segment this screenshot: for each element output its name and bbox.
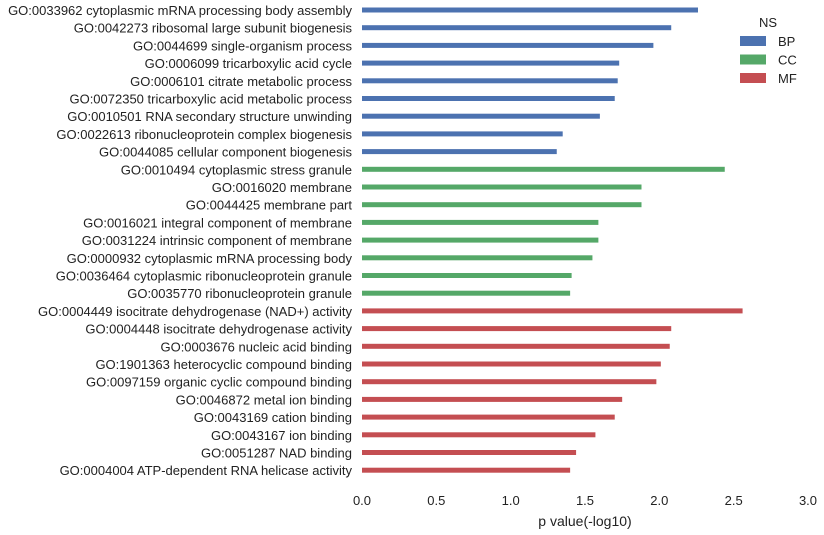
category-label: GO:0031224 intrinsic component of membra… (82, 233, 352, 248)
bar-mf (362, 326, 672, 332)
bar-mf (362, 414, 615, 420)
legend-swatch-mf (740, 73, 766, 83)
x-tick-label: 2.5 (725, 493, 743, 508)
bar-mf (362, 467, 571, 473)
bar-cc (362, 255, 593, 261)
bar-bp (362, 7, 698, 13)
bar-cc (362, 237, 599, 243)
category-label: GO:0006099 tricarboxylic acid cycle (145, 56, 352, 71)
category-label: GO:0043167 ion binding (211, 428, 352, 443)
bar-cc (362, 290, 571, 296)
category-label: GO:0072350 tricarboxylic acid metabolic … (69, 92, 352, 107)
x-tick-label: 0.5 (427, 493, 445, 508)
category-label: GO:0097159 organic cyclic compound bindi… (86, 375, 352, 390)
x-axis-title: p value(-log10) (538, 513, 631, 529)
legend-label-mf: MF (778, 71, 797, 86)
category-label: GO:0004004 ATP-dependent RNA helicase ac… (60, 463, 353, 478)
bar-cc (362, 184, 642, 190)
category-label: GO:1901363 heterocyclic compound binding (95, 357, 352, 372)
category-label: GO:0033962 cytoplasmic mRNA processing b… (8, 3, 352, 18)
bar-mf (362, 308, 743, 314)
bar-cc (362, 273, 572, 278)
bar-bp (362, 131, 563, 137)
category-label: GO:0022613 ribonucleoprotein complex bio… (56, 127, 352, 142)
bar-mf (362, 396, 623, 402)
x-tick-label: 1.0 (502, 493, 520, 508)
category-label: GO:0051287 NAD binding (201, 446, 352, 461)
category-label: GO:0044699 single-organism process (133, 38, 352, 53)
category-label: GO:0046872 metal ion binding (176, 392, 352, 407)
category-label: GO:0003676 nucleic acid binding (160, 339, 352, 354)
legend-label-cc: CC (778, 53, 797, 68)
category-label: GO:0010494 cytoplasmic stress granule (121, 162, 352, 177)
category-label: GO:0035770 ribonucleoprotein granule (127, 286, 352, 301)
category-label: GO:0000932 cytoplasmic mRNA processing b… (67, 251, 353, 266)
x-tick-label: 3.0 (799, 493, 817, 508)
bar-bp (362, 149, 557, 155)
bar-bp (362, 78, 618, 84)
category-label: GO:0016021 integral component of membran… (83, 215, 352, 230)
category-label: GO:0004449 isocitrate dehydrogenase (NAD… (38, 304, 352, 319)
bars-layer (362, 7, 743, 473)
category-label: GO:0010501 RNA secondary structure unwin… (67, 109, 352, 124)
legend: NS BP CC MF (740, 15, 797, 86)
category-label: GO:0004448 isocitrate dehydrogenase acti… (85, 322, 352, 337)
category-label: GO:0042273 ribosomal large subunit bioge… (74, 21, 353, 36)
bar-bp (362, 42, 654, 48)
legend-title: NS (759, 15, 777, 30)
category-label: GO:0044085 cellular component biogenesis (99, 145, 352, 160)
bar-cc (362, 219, 599, 225)
bar-cc (362, 202, 642, 208)
bar-mf (362, 343, 670, 349)
bar-cc (362, 166, 725, 172)
x-tick-labels-layer: 0.0 0.5 1.0 1.5 2.0 2.5 3.0 (353, 493, 817, 508)
x-tick-label: 2.0 (650, 493, 668, 508)
category-label: GO:0044425 membrane part (186, 198, 353, 213)
x-tick-label: 1.5 (576, 493, 594, 508)
x-tick-label: 0.0 (353, 493, 371, 508)
category-label: GO:0006101 citrate metabolic process (130, 74, 352, 89)
legend-swatch-bp (740, 36, 766, 46)
legend-swatch-cc (740, 54, 766, 65)
category-labels-layer: GO:0033962 cytoplasmic mRNA processing b… (8, 3, 352, 478)
legend-label-bp: BP (778, 34, 795, 49)
bar-mf (362, 450, 577, 455)
bar-mf (362, 432, 596, 438)
bar-mf (362, 379, 657, 385)
bar-mf (362, 361, 661, 367)
category-label: GO:0043169 cation binding (194, 410, 352, 425)
bar-bp (362, 60, 620, 66)
bar-bp (362, 113, 600, 119)
bar-bp (362, 96, 615, 101)
category-label: GO:0016020 membrane (212, 180, 352, 195)
bar-bp (362, 25, 672, 31)
category-label: GO:0036464 cytoplasmic ribonucleoprotein… (56, 269, 352, 284)
